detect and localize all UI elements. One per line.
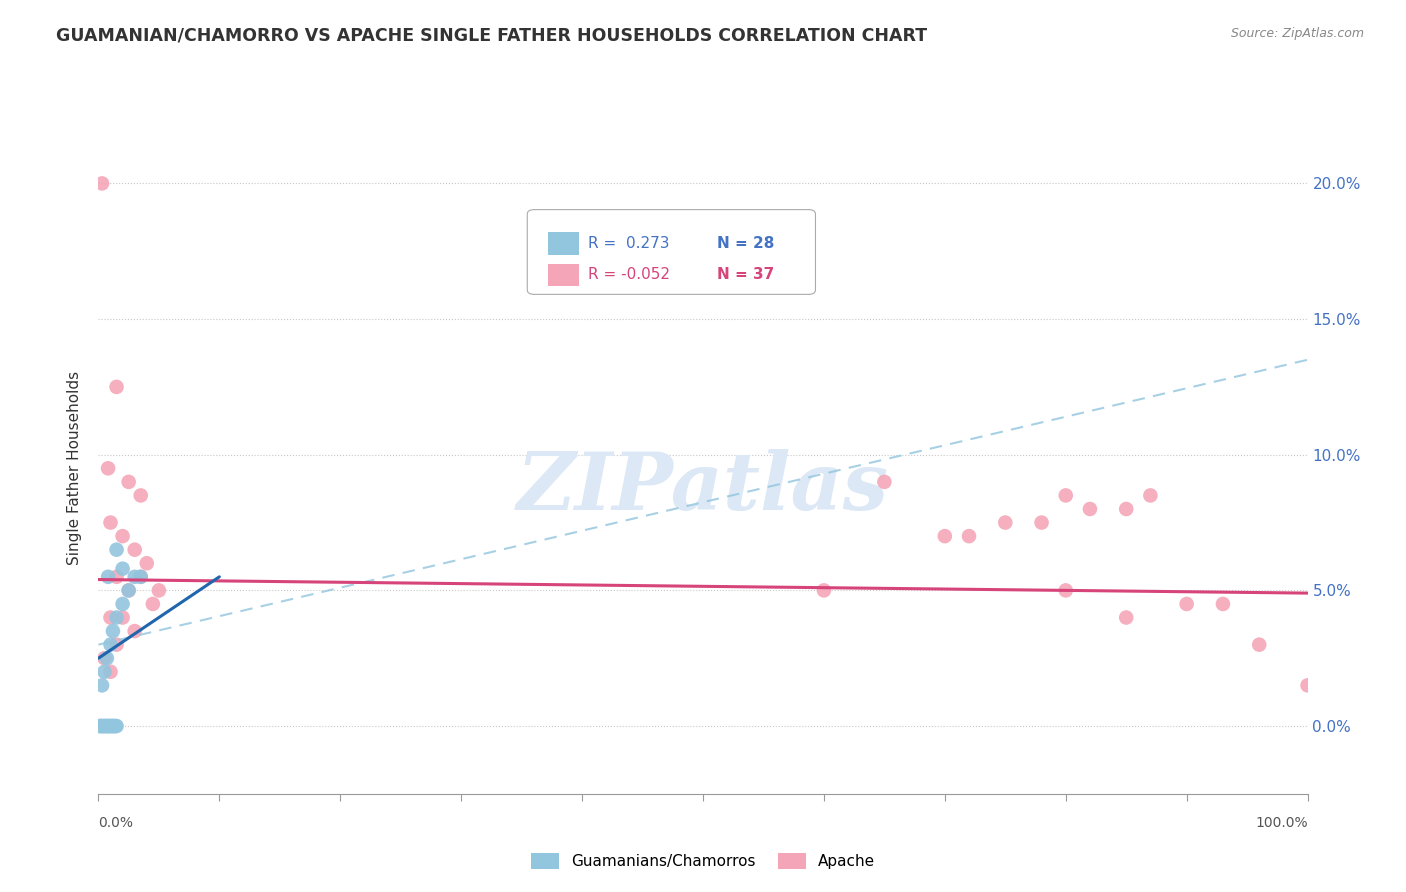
Point	[105, 719, 128, 733]
Point	[91, 719, 114, 733]
Text: Source: ZipAtlas.com: Source: ZipAtlas.com	[1230, 27, 1364, 40]
Point	[111, 597, 134, 611]
Point	[97, 461, 120, 475]
Point	[994, 516, 1017, 530]
Point	[957, 529, 980, 543]
Point	[1175, 597, 1198, 611]
Point	[1212, 597, 1234, 611]
Point	[100, 610, 122, 624]
Point	[105, 610, 128, 624]
Point	[124, 542, 146, 557]
Point	[111, 562, 134, 576]
Point	[104, 719, 127, 733]
Point	[1031, 516, 1053, 530]
Point	[813, 583, 835, 598]
Text: GUAMANIAN/CHAMORRO VS APACHE SINGLE FATHER HOUSEHOLDS CORRELATION CHART: GUAMANIAN/CHAMORRO VS APACHE SINGLE FATH…	[56, 27, 928, 45]
Point	[89, 719, 111, 733]
Point	[118, 583, 141, 598]
Point	[100, 719, 122, 733]
Point	[101, 624, 124, 639]
Point	[124, 624, 146, 639]
Point	[118, 475, 141, 489]
Text: R =  0.273: R = 0.273	[588, 236, 669, 251]
Legend: Guamanians/Chamorros, Apache: Guamanians/Chamorros, Apache	[524, 847, 882, 875]
Point	[98, 719, 121, 733]
Point	[100, 638, 122, 652]
Point	[91, 719, 114, 733]
Point	[1054, 488, 1077, 502]
Point	[91, 177, 114, 191]
Text: R = -0.052: R = -0.052	[588, 268, 669, 282]
Point	[129, 570, 152, 584]
Point	[1139, 488, 1161, 502]
Point	[142, 597, 165, 611]
Point	[97, 719, 120, 733]
Point	[135, 556, 157, 570]
Point	[124, 570, 146, 584]
Point	[105, 542, 128, 557]
Point	[96, 651, 118, 665]
Text: 0.0%: 0.0%	[98, 816, 134, 830]
Point	[111, 529, 134, 543]
Point	[100, 516, 122, 530]
Point	[105, 380, 128, 394]
Point	[101, 719, 124, 733]
Point	[118, 583, 141, 598]
Text: 100.0%: 100.0%	[1256, 816, 1308, 830]
Point	[93, 665, 115, 679]
Point	[1249, 638, 1271, 652]
Point	[93, 651, 115, 665]
Point	[1115, 502, 1137, 516]
Point	[1054, 583, 1077, 598]
Point	[100, 719, 122, 733]
Point	[1296, 678, 1319, 692]
Point	[105, 570, 128, 584]
Point	[91, 678, 114, 692]
Point	[100, 665, 122, 679]
Point	[934, 529, 956, 543]
Text: N = 28: N = 28	[717, 236, 775, 251]
Point	[103, 719, 125, 733]
Point	[93, 719, 115, 733]
Point	[1078, 502, 1101, 516]
Point	[129, 488, 152, 502]
Point	[129, 570, 152, 584]
Point	[96, 719, 118, 733]
Text: ZIPatlas: ZIPatlas	[517, 449, 889, 526]
Point	[873, 475, 896, 489]
Point	[97, 570, 120, 584]
Point	[1115, 610, 1137, 624]
Point	[90, 719, 112, 733]
Y-axis label: Single Father Households: Single Father Households	[67, 371, 83, 566]
Point	[111, 610, 134, 624]
Point	[94, 719, 117, 733]
Point	[148, 583, 170, 598]
Text: N = 37: N = 37	[717, 268, 775, 282]
Point	[105, 638, 128, 652]
